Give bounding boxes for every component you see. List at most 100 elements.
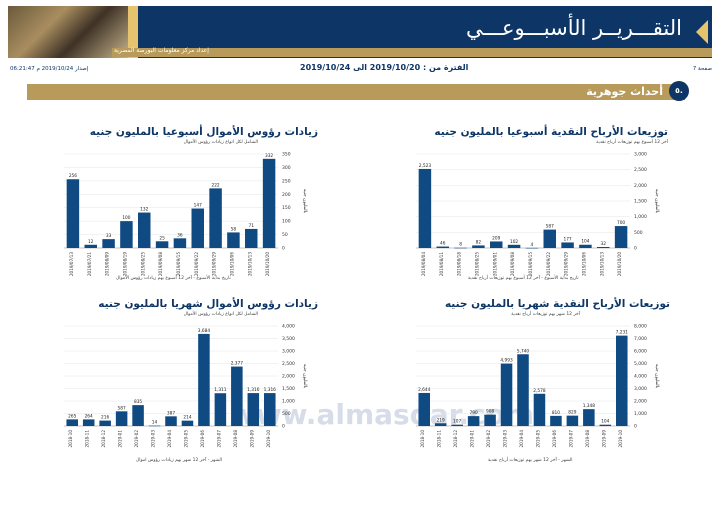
- y-tick-label: 1,500: [282, 386, 295, 392]
- monthly-capital-plot: 0 500 1,000 1,500 2,000 2,500 3,000 3,500 4,000 ب…: [64, 324, 307, 448]
- bar: [566, 415, 579, 426]
- data-label: 107: [453, 419, 461, 425]
- x-tick-label: 2018-11: [437, 430, 442, 448]
- bar: [614, 226, 628, 248]
- y-axis-label: بالمليون جنيه: [302, 364, 307, 388]
- section-title: أحداث جوهرية: [586, 85, 663, 98]
- bar: [66, 179, 80, 248]
- header-photo: [8, 6, 128, 58]
- bar: [227, 232, 240, 248]
- bar: [490, 241, 503, 248]
- report-title: التقـــريــر الأسبـــوعـــي: [465, 16, 682, 40]
- x-tick-label: 2019/10/20: [617, 252, 622, 276]
- data-label: 1,316: [247, 387, 260, 393]
- y-axis-label: بالمليون جنيه: [654, 189, 659, 213]
- bar: [525, 247, 539, 249]
- data-label: 104: [601, 419, 609, 425]
- x-tick-label: 2019/08/25: [474, 252, 479, 276]
- data-label: 332: [265, 153, 273, 159]
- weekly-dividends-chart: توزيعات الأرباح النقدية أسبوعيا بالمليون…: [408, 126, 668, 286]
- y-tick-label: 4,000: [282, 324, 295, 330]
- x-tick-label: 2019-01: [118, 430, 123, 448]
- x-tick-label: 2019/09/15: [176, 252, 181, 276]
- bar: [484, 414, 496, 426]
- data-label: 132: [140, 207, 148, 213]
- y-tick-label: 0: [634, 246, 637, 252]
- bar: [102, 239, 115, 248]
- x-tick-label: 2018-12: [453, 430, 458, 448]
- bar: [597, 246, 610, 248]
- header-subbar: إعداد مركز معلومات البورصة المصرية: [112, 47, 712, 57]
- weekly-capital-chart: زيادات رؤوس الأموال أسبوعيا بالمليون جني…: [56, 126, 318, 286]
- y-tick-label: 8,000: [634, 324, 647, 330]
- y-tick-label: 2,500: [634, 167, 647, 173]
- x-axis-label: تاريخ بداية الأسبوع - آخر 12 أسبوع بهم ت…: [468, 276, 579, 281]
- x-tick-label: 2019-10: [618, 430, 623, 448]
- x-tick-label: 2019/09/08: [510, 252, 515, 276]
- y-tick-label: 3,000: [634, 152, 647, 158]
- y-tick-label: 1,000: [282, 399, 295, 405]
- bar: [436, 246, 449, 248]
- data-label: 3,684: [198, 328, 211, 334]
- data-label: 12: [88, 239, 94, 245]
- bar: [262, 158, 276, 248]
- data-label: 216: [101, 415, 109, 421]
- data-label: 265: [68, 413, 76, 419]
- data-label: 8: [459, 242, 462, 248]
- data-label: 908: [486, 409, 494, 415]
- x-tick-label: 2018-10: [68, 430, 73, 448]
- section-bar: أحداث جوهرية ٥.: [27, 81, 689, 101]
- y-tick-label: 0: [282, 246, 285, 252]
- data-label: 71: [249, 223, 255, 229]
- bar: [173, 238, 187, 248]
- weekly-dividends-plot: 0 500 1,000 1,500 2,000 2,500 3,000 بالمليون جن…: [416, 152, 659, 276]
- bar: [138, 212, 151, 248]
- x-tick-label: 2019-04: [167, 430, 172, 448]
- bar: [191, 208, 204, 248]
- data-label: 177: [563, 236, 571, 242]
- y-tick-label: 500: [634, 230, 643, 236]
- data-label: 102: [510, 239, 518, 245]
- data-label: 256: [69, 173, 77, 179]
- report-period: الفترة من : 2019/10/20 الى 2019/10/24: [300, 63, 469, 72]
- page-number: صفحة 7: [692, 66, 712, 72]
- bar: [418, 392, 430, 426]
- y-tick-label: 1,500: [634, 199, 647, 205]
- x-tick-label: 2019/09/22: [546, 252, 551, 276]
- bar: [99, 420, 111, 426]
- header-stripe: [128, 6, 138, 58]
- bar: [451, 424, 463, 426]
- data-label: 700: [617, 220, 625, 226]
- chart-subtitle: آخر 12 شهر بهم توزيعات أرباح نقدية: [511, 312, 580, 317]
- data-label: 829: [568, 410, 576, 416]
- data-label: 587: [546, 224, 554, 230]
- data-label: 32: [601, 241, 607, 247]
- section-number: ٥.: [669, 81, 689, 101]
- x-tick-label: 2019-03: [151, 430, 156, 448]
- x-axis-label: الشهر - آخر 12 شهر بهم توزيعات أرباح نقد…: [488, 458, 573, 463]
- y-tick-label: 3,500: [282, 336, 295, 342]
- y-tick-label: 50: [282, 232, 288, 238]
- bar: [209, 188, 222, 248]
- monthly-dividends-plot: 0 1,000 2,000 3,000 4,000 5,000 6,000 7,000 8,00…: [416, 324, 659, 448]
- y-tick-label: 7,000: [634, 336, 647, 342]
- data-label: 25: [159, 235, 165, 241]
- bar: [616, 335, 628, 426]
- monthly-dividends-chart: توزيعات الأرباح النقدية شهريا بالمليون ج…: [408, 298, 670, 468]
- x-tick-label: 2019/09/15: [528, 252, 533, 276]
- bar: [517, 354, 529, 426]
- bar: [198, 333, 210, 426]
- data-label: 4: [531, 242, 534, 248]
- data-label: 587: [118, 405, 126, 411]
- data-label: 219: [437, 417, 445, 423]
- bar: [434, 423, 447, 426]
- bar: [543, 229, 556, 248]
- x-tick-label: 2019/09/01: [492, 252, 497, 276]
- y-tick-label: 1,000: [634, 214, 647, 220]
- bar: [533, 393, 546, 426]
- data-label: 214: [183, 415, 191, 421]
- y-tick-label: 0: [634, 424, 637, 430]
- bar: [467, 416, 480, 426]
- data-label: 82: [476, 239, 482, 245]
- data-label: 222: [211, 182, 219, 188]
